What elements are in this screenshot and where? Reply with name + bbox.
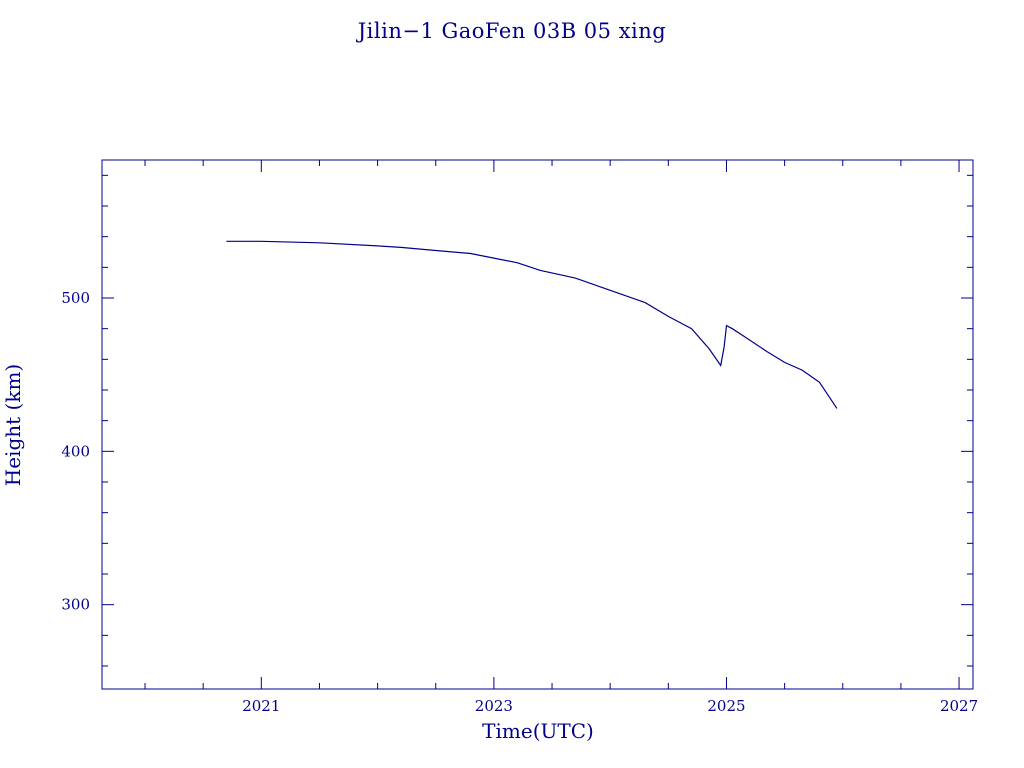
axis-ticks <box>102 160 973 689</box>
x-tick-label: 2025 <box>707 697 745 715</box>
x-tick-label: 2021 <box>242 697 280 715</box>
x-tick-label: 2023 <box>475 697 513 715</box>
plot-frame <box>101 159 974 690</box>
chart-title: Jilin−1 GaoFen 03B 05 xing <box>356 19 666 43</box>
x-axis-label: Time(UTC) <box>482 719 594 743</box>
x-tick-label: 2027 <box>940 697 978 715</box>
y-tick-label: 300 <box>61 596 90 614</box>
y-tick-label: 400 <box>61 442 90 460</box>
y-tick-label: 500 <box>61 289 90 307</box>
y-axis-label: Height (km) <box>1 364 25 486</box>
axis-tick-labels: 2021 2023 2025 2027 300 400 500 <box>61 289 978 715</box>
height-series-line <box>226 240 838 409</box>
